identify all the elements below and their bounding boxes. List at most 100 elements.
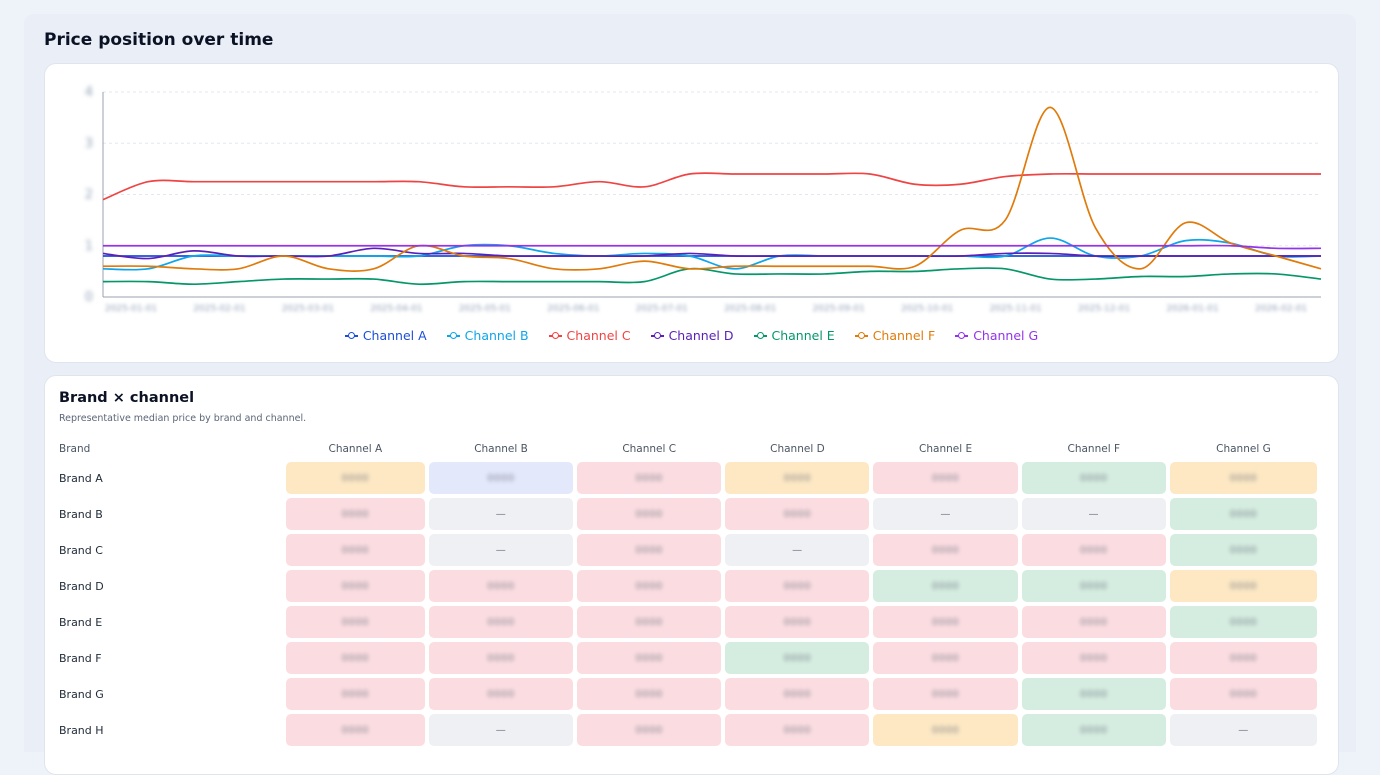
cell-value: 0000 [1080, 580, 1108, 592]
table-cell[interactable]: 0000 [873, 642, 1018, 674]
table-cell[interactable]: 0000 [725, 498, 870, 530]
table-cell[interactable]: 0000 [285, 534, 425, 566]
cell-value: 0000 [487, 472, 515, 484]
cell-value: 0000 [635, 616, 663, 628]
table-cell[interactable]: 0000 [873, 606, 1018, 638]
table-cell[interactable]: 0000 [428, 570, 574, 602]
cell-value: 0000 [783, 472, 812, 484]
cell-value: — [495, 724, 507, 736]
legend-item-channel-e[interactable]: Channel E [753, 328, 835, 343]
table-cell[interactable]: 0000 [1169, 606, 1318, 638]
legend-item-channel-d[interactable]: Channel D [650, 328, 734, 343]
table-cell[interactable]: 0000 [1021, 678, 1166, 710]
legend-line-icon [650, 332, 664, 340]
table-cell[interactable]: 0000 [285, 498, 425, 530]
cell-value: 0000 [1229, 616, 1258, 628]
legend-item-channel-a[interactable]: Channel A [344, 328, 427, 343]
table-cell[interactable]: 0000 [1169, 534, 1318, 566]
x-tick-label: 2025-06-01 [547, 304, 599, 314]
table-cell[interactable]: 0000 [577, 534, 722, 566]
row-brand-label: Brand G [59, 687, 104, 701]
table-cell[interactable]: 0000 [1021, 570, 1166, 602]
table-cell[interactable]: 0000 [285, 570, 425, 602]
table-cell[interactable]: 0000 [577, 606, 722, 638]
table-cell[interactable]: 0000 [1021, 534, 1166, 566]
table-cell[interactable]: — [428, 498, 574, 530]
table-cell[interactable]: 0000 [428, 678, 574, 710]
table-cell[interactable]: 0000 [725, 570, 870, 602]
table-cell[interactable]: 0000 [285, 678, 425, 710]
table-cell[interactable]: 0000 [1021, 642, 1166, 674]
table-cell[interactable]: 0000 [725, 642, 870, 674]
table-cell[interactable]: 0000 [725, 714, 870, 746]
legend-line-icon [854, 332, 868, 340]
legend-line-icon [955, 332, 969, 340]
table-cell[interactable]: — [725, 534, 870, 566]
table-cell[interactable]: — [428, 714, 574, 746]
table-cell[interactable]: 0000 [873, 678, 1018, 710]
table-subtitle: Representative median price by brand and… [59, 413, 307, 424]
row-brand-label: Brand C [59, 543, 103, 557]
legend-item-channel-c[interactable]: Channel C [548, 328, 631, 343]
table-cell[interactable]: — [1169, 714, 1318, 746]
table-cell[interactable]: 0000 [725, 462, 870, 494]
table-cell[interactable]: 0000 [428, 642, 574, 674]
table-cell[interactable]: 0000 [428, 606, 574, 638]
table-cell[interactable]: 0000 [577, 498, 722, 530]
table-cell[interactable]: 0000 [1169, 570, 1318, 602]
row-brand-label: Brand D [59, 579, 104, 593]
legend-item-channel-g[interactable]: Channel G [955, 328, 1038, 343]
table-cell[interactable]: 0000 [1169, 462, 1318, 494]
table-cell[interactable]: 0000 [285, 462, 425, 494]
row-brand-label: Brand E [59, 615, 103, 629]
table-cell[interactable]: 0000 [1021, 714, 1166, 746]
table-cell[interactable]: 0000 [577, 642, 722, 674]
table-cell[interactable]: 0000 [577, 462, 722, 494]
table-cell[interactable]: 0000 [577, 570, 722, 602]
table-cell[interactable]: 0000 [725, 678, 870, 710]
cell-value: 0000 [783, 616, 812, 628]
cell-value: — [495, 508, 507, 520]
table-cell[interactable]: 0000 [577, 678, 722, 710]
table-cell[interactable]: 0000 [1021, 462, 1166, 494]
table-cell[interactable]: 0000 [725, 606, 870, 638]
cell-value: — [1088, 508, 1100, 520]
cell-value: 0000 [487, 688, 515, 700]
table-header-row: Brand Channel A Channel B Channel C Channel… [59, 438, 1321, 460]
table-cell[interactable]: 0000 [1021, 606, 1166, 638]
table-cell[interactable]: — [873, 498, 1018, 530]
series-line-channel-d [102, 247, 1321, 260]
table-cell[interactable]: — [428, 534, 574, 566]
table-cell[interactable]: 0000 [873, 534, 1018, 566]
table-cell[interactable]: 0000 [1169, 642, 1318, 674]
table-cell[interactable]: 0000 [285, 606, 425, 638]
x-tick-label: 2025-10-01 [901, 304, 953, 314]
cell-value: — [792, 544, 803, 556]
table-cell[interactable]: 0000 [873, 570, 1018, 602]
table-cell[interactable]: 0000 [577, 714, 722, 746]
legend-item-channel-b[interactable]: Channel B [446, 328, 529, 343]
cell-value: 0000 [783, 652, 812, 664]
cell-value: 0000 [1080, 688, 1108, 700]
cell-value: 0000 [1080, 652, 1108, 664]
table-row: Brand C 0000 — 0000 — 0000 0000 0000 [59, 532, 1321, 568]
series-line-channel-e [102, 267, 1322, 286]
table-cell[interactable]: 0000 [285, 642, 425, 674]
cell-value: 0000 [931, 580, 960, 592]
y-tick-label: 3 [85, 136, 93, 151]
cell-value: 0000 [783, 508, 812, 520]
table-cell[interactable]: 0000 [873, 462, 1018, 494]
legend-line-icon [446, 332, 460, 340]
table-cell[interactable]: 0000 [873, 714, 1018, 746]
cell-value: 0000 [931, 544, 960, 556]
table-cell[interactable]: 0000 [1169, 498, 1318, 530]
table-cell[interactable]: 0000 [1169, 678, 1318, 710]
column-header-channel-a: Channel A [328, 443, 383, 455]
table-cell[interactable]: — [1021, 498, 1166, 530]
cell-value: 0000 [635, 652, 663, 664]
table-cell[interactable]: 0000 [285, 714, 425, 746]
legend-label: Channel F [872, 328, 936, 343]
legend-label: Channel C [566, 328, 631, 343]
table-cell[interactable]: 0000 [428, 462, 574, 494]
legend-item-channel-f[interactable]: Channel F [854, 328, 936, 343]
